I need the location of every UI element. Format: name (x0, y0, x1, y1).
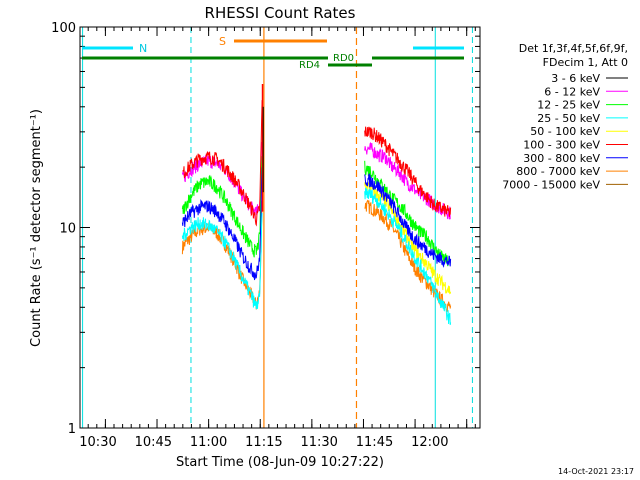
legend-label: 100 - 300 keV (523, 139, 600, 152)
x-tick-label: 10:45 (135, 435, 172, 450)
legend-label: 25 - 50 keV (537, 112, 600, 125)
x-tick-label: 11:30 (300, 435, 337, 450)
rd4-flag-label: RD4 (299, 60, 320, 71)
legend-label: 50 - 100 keV (530, 125, 600, 138)
saa-flag-label: S (219, 35, 226, 48)
x-axis-label: Start Time (08-Jun-09 10:27:22) (176, 455, 384, 470)
series-line (181, 156, 263, 258)
legend-label: 300 - 800 keV (523, 152, 600, 165)
legend-label: 7000 - 15000 keV (502, 178, 600, 191)
x-tick-label: 11:45 (356, 435, 393, 450)
legend-header-1: Det 1f,3f,4f,5f,6f,9f, (519, 42, 628, 55)
legend-label: 12 - 25 keV (537, 99, 600, 112)
y-tick-label: 1 (68, 422, 76, 437)
x-tick-label: 10:30 (79, 435, 116, 450)
series-line (364, 187, 452, 325)
legend-label: 800 - 7000 keV (516, 165, 600, 178)
x-tick-label: 12:00 (411, 435, 448, 450)
series-line (364, 182, 452, 295)
night-flag-label: N (139, 42, 147, 55)
flag-bars: N S RD0 RD4 (82, 35, 464, 71)
legend: Det 1f,3f,4f,5f,6f,9f, FDecim 1, Att 0 3… (502, 42, 628, 191)
plot-area (82, 27, 473, 428)
legend-label: 3 - 6 keV (551, 72, 600, 85)
series-line (181, 167, 263, 281)
legend-header-2: FDecim 1, Att 0 (543, 56, 628, 69)
y-axis-label: Count Rate (s⁻¹ detector segment⁻¹) (29, 109, 44, 347)
series-line (364, 173, 452, 268)
axes: 1 10 100 10:30 10:45 11:00 11:15 11:30 11:45 12:0… (51, 21, 480, 450)
x-tick-label: 11:00 (190, 435, 227, 450)
x-tick-label: 11:15 (245, 435, 282, 450)
series-line (364, 126, 452, 217)
rd0-flag-label: RD0 (333, 53, 354, 64)
footer-timestamp: 14-Oct-2021 23:17 (558, 467, 634, 476)
series-line (182, 100, 263, 227)
series-line (181, 212, 263, 310)
chart-title: RHESSI Count Rates (205, 4, 356, 22)
y-tick-label: 10 (59, 222, 76, 237)
legend-label: 6 - 12 keV (544, 85, 600, 98)
y-tick-label: 100 (51, 21, 76, 36)
